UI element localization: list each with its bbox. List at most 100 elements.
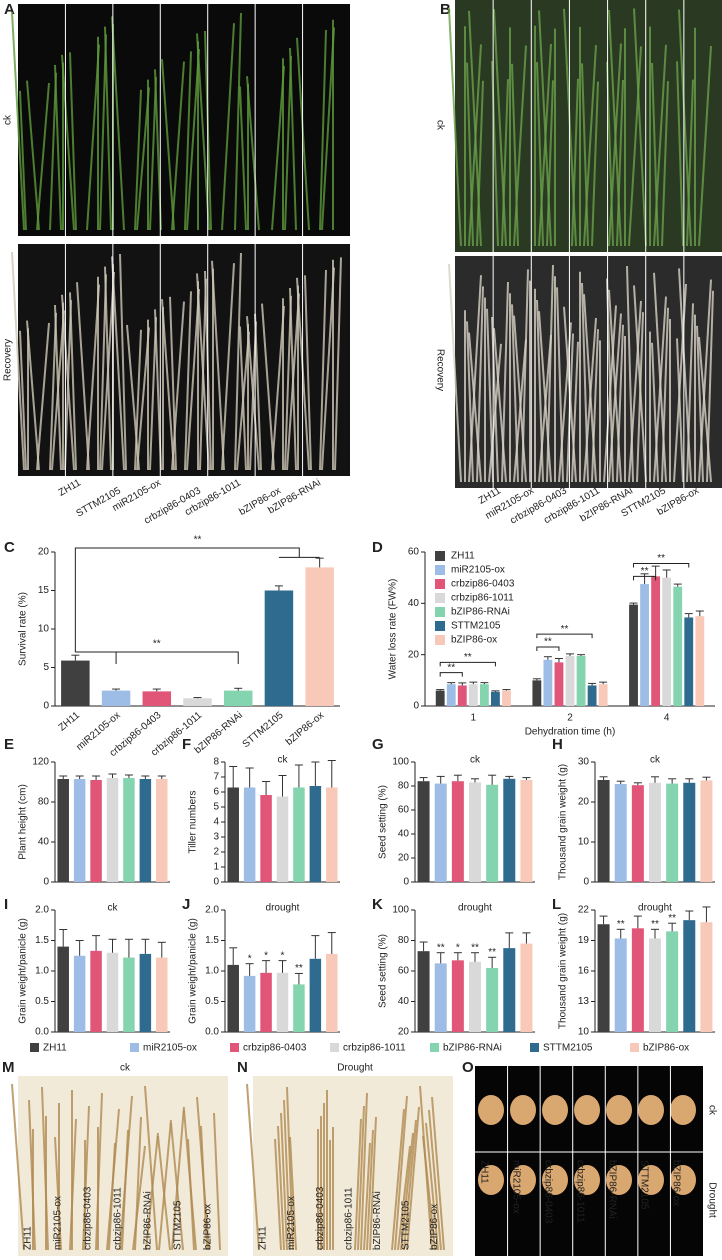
photo-detail	[448, 263, 462, 483]
legend-label: bZIP86-ox	[643, 1043, 689, 1054]
error-bar	[278, 960, 287, 973]
significance: *	[264, 950, 268, 961]
photo-detail	[334, 257, 342, 471]
seed-pile	[542, 1095, 568, 1125]
photo-detail	[698, 45, 712, 247]
error-bar	[108, 773, 117, 778]
error-bar	[234, 687, 243, 691]
photo-detail	[271, 305, 285, 471]
error-bar	[616, 928, 625, 939]
photo-detail	[200, 1125, 208, 1251]
photo-detail	[397, 1145, 411, 1251]
photo-detail	[86, 44, 100, 231]
error-bar	[124, 938, 133, 958]
significance: **	[437, 942, 445, 953]
photo-detail	[698, 336, 712, 483]
photo-detail	[101, 271, 115, 471]
bar	[243, 787, 256, 882]
bar	[309, 786, 322, 882]
y-tick-label: 20	[408, 649, 420, 660]
bar	[486, 967, 499, 1032]
x-tick-label: bZIP86-ox	[284, 710, 326, 748]
photo-detail	[304, 275, 312, 471]
x-axis-title: Dehydration time (h)	[525, 727, 616, 738]
photo	[18, 244, 350, 476]
bar	[451, 960, 464, 1032]
photo-detail	[366, 1129, 374, 1251]
genotype-label: miR2105-ox	[510, 1160, 521, 1214]
photo-detail	[49, 312, 57, 471]
error-bar	[262, 960, 271, 973]
photo-detail	[406, 1106, 420, 1251]
photo-detail	[633, 8, 647, 247]
error-bar	[141, 938, 150, 954]
photo-detail	[391, 1108, 405, 1251]
photo-detail	[321, 27, 335, 231]
photo-detail	[69, 1118, 77, 1251]
bar	[434, 963, 447, 1032]
photo-detail	[628, 46, 642, 247]
error-bar	[505, 932, 514, 949]
y-tick-label: 2	[213, 847, 219, 858]
y-tick-label: 20	[398, 1027, 410, 1038]
bar	[73, 779, 86, 882]
y-tick-label: 22	[578, 905, 590, 916]
photo-detail	[136, 327, 150, 471]
y-tick-label: 0.5	[205, 996, 219, 1007]
photo-detail	[86, 284, 100, 471]
photo-detail	[538, 10, 552, 247]
photo-detail	[428, 1109, 442, 1251]
bar	[614, 784, 627, 882]
y-tick-label: 80	[38, 797, 50, 808]
chart-note: drought	[266, 903, 300, 914]
error-bar	[59, 775, 68, 779]
photo-detail	[686, 303, 694, 483]
photo-detail	[36, 82, 50, 231]
y-tick-label: 1.5	[35, 935, 49, 946]
photo-detail	[501, 79, 509, 247]
y-axis-title: Thousand grain weight (g)	[558, 913, 569, 1029]
error-bar	[274, 585, 283, 591]
photo-detail	[476, 80, 484, 247]
x-tick-label: ZH11	[57, 710, 83, 734]
bar	[695, 616, 705, 706]
x-tick-label: 1	[471, 713, 477, 724]
photo	[18, 4, 350, 236]
significance: **	[544, 637, 552, 648]
seed-pile	[606, 1165, 632, 1195]
photo-detail	[149, 317, 157, 471]
error-bar	[469, 681, 478, 685]
panel-label: K	[372, 896, 383, 913]
y-axis-title: Seed setting (%)	[378, 785, 389, 859]
bar	[554, 662, 564, 706]
bar	[435, 690, 445, 706]
bar	[491, 691, 500, 706]
photo-detail	[488, 343, 502, 483]
bar	[61, 660, 90, 706]
bar	[73, 955, 86, 1032]
photo-detail	[19, 90, 27, 231]
photo-detail	[239, 86, 247, 231]
photo-detail	[234, 12, 242, 231]
error-bar	[684, 613, 693, 618]
error-bar	[245, 963, 254, 976]
bar	[309, 958, 322, 1032]
photo-detail	[466, 321, 474, 483]
bar	[651, 576, 661, 706]
y-tick-label: 0	[43, 877, 49, 888]
photo-detail	[369, 1116, 377, 1251]
bar	[326, 787, 338, 882]
legend-swatch	[330, 1043, 339, 1052]
photo-detail	[199, 278, 207, 471]
error-bar	[245, 767, 254, 788]
bracket	[536, 633, 593, 639]
bar	[666, 931, 679, 1032]
error-bar	[447, 682, 456, 685]
bar	[503, 778, 516, 882]
photo-detail	[261, 303, 275, 471]
error-bar	[488, 774, 497, 785]
panel-label: N	[237, 1059, 248, 1076]
error-bar	[633, 782, 642, 786]
photo-detail	[95, 1092, 103, 1251]
error-bar	[278, 775, 287, 797]
